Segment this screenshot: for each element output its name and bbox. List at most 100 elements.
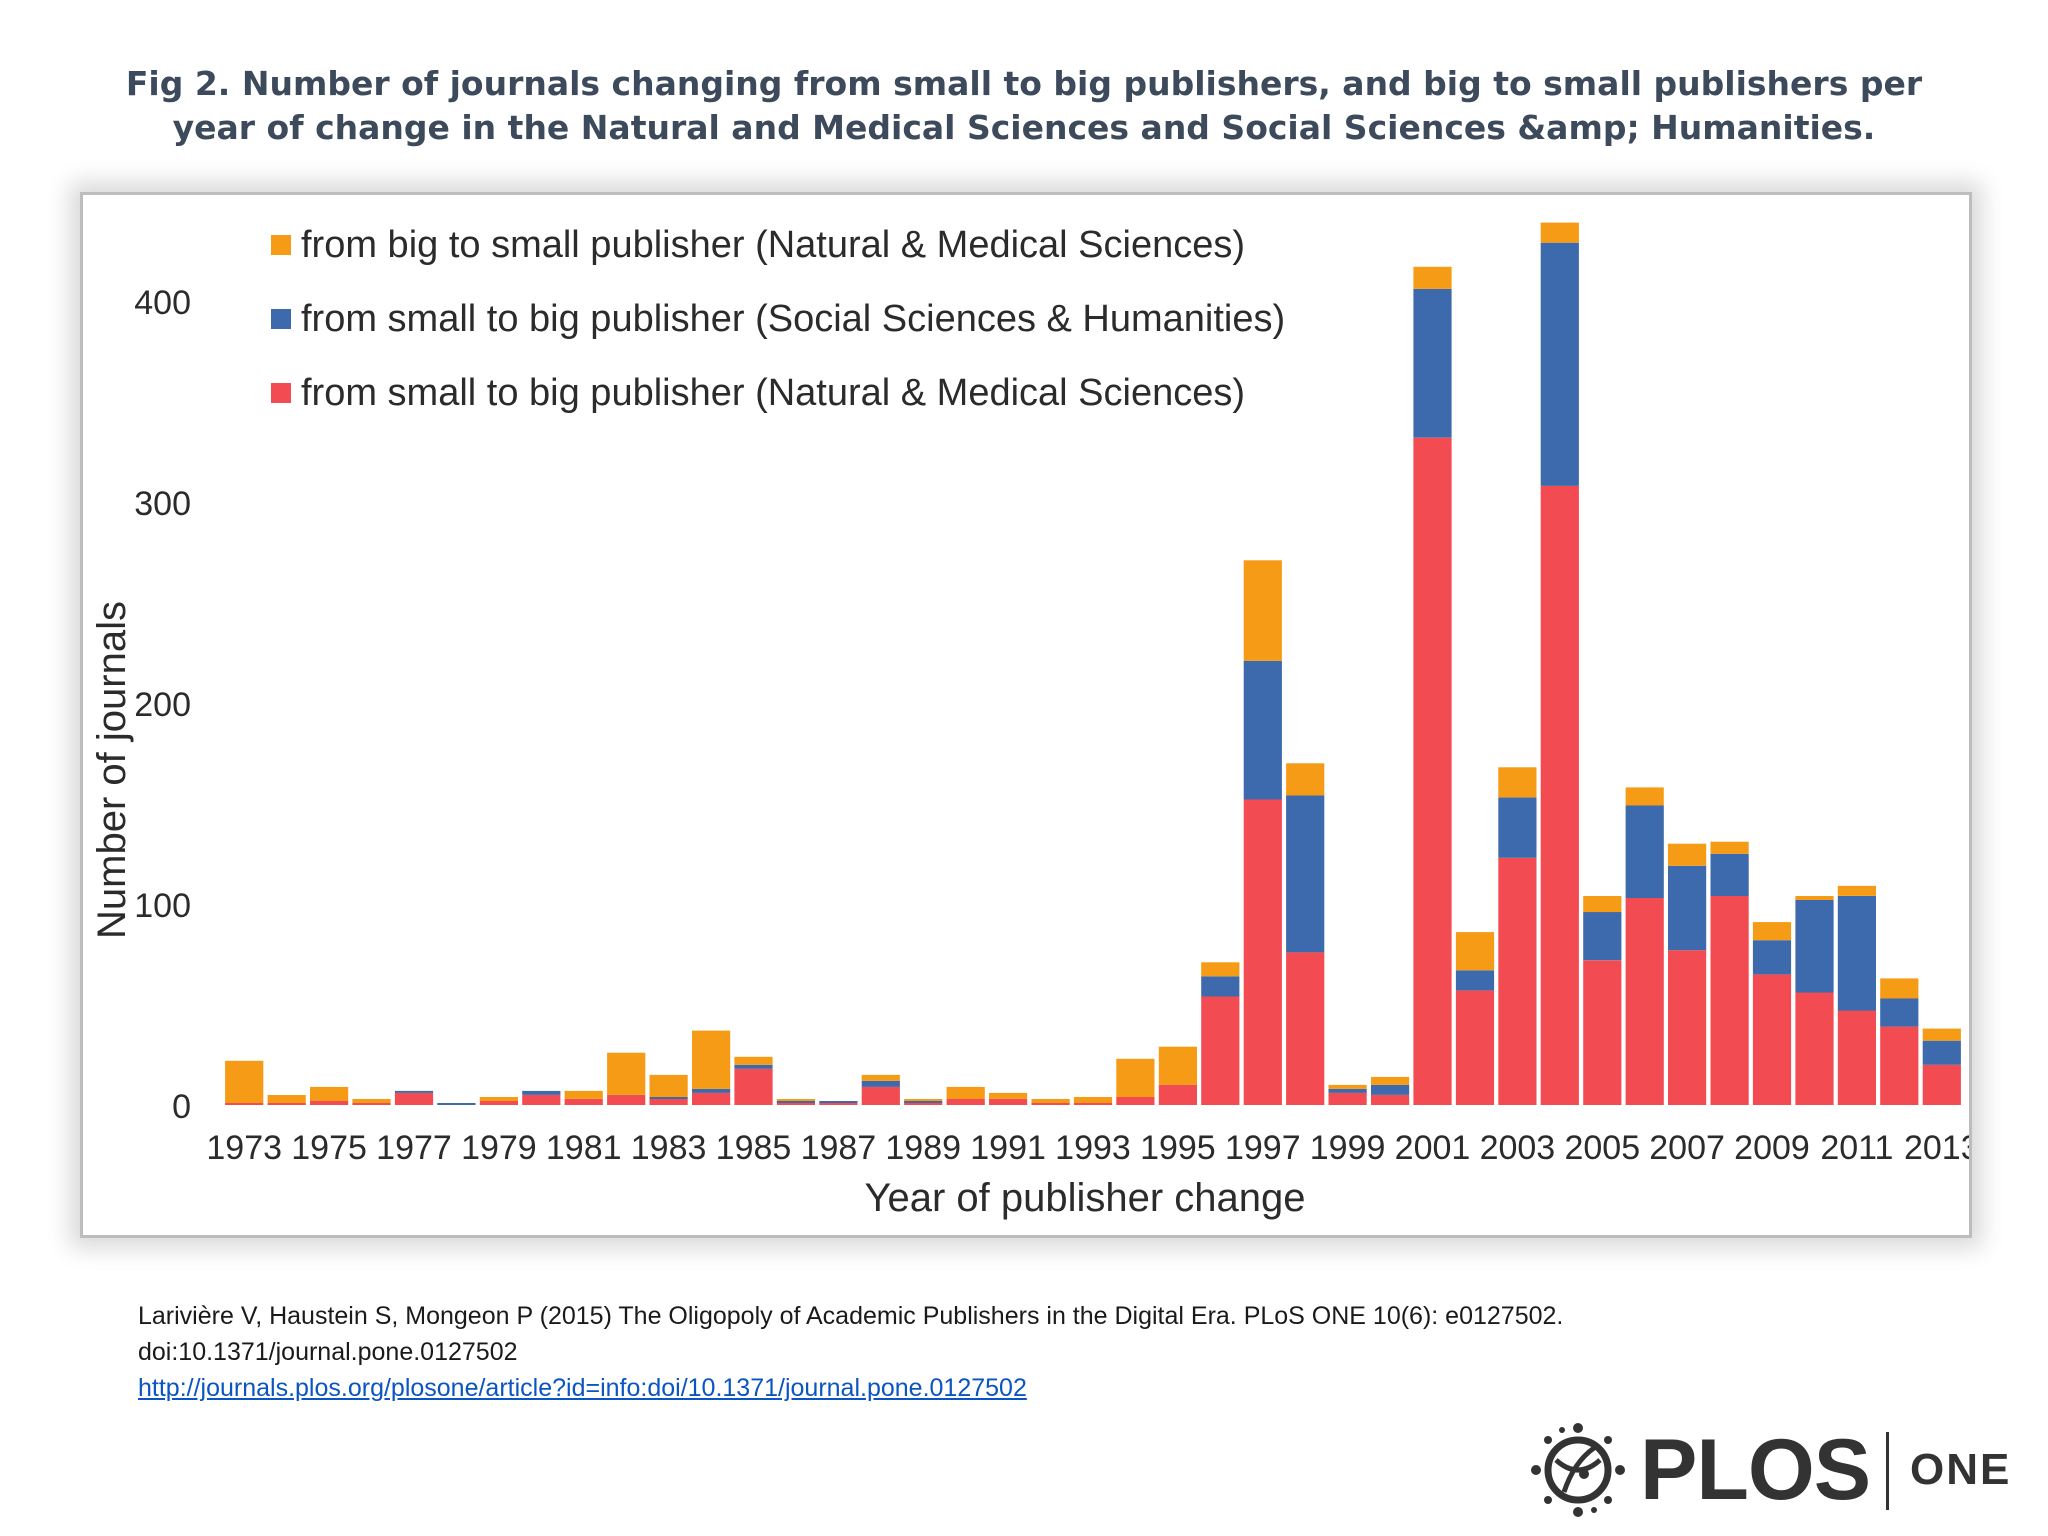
bar-1997-series-1 (1243, 799, 1282, 1105)
chart-frame: 0 100 200 300 400 1973 1975 1977 1979 1981 1983 19… (80, 192, 1972, 1238)
x-tick-1983: 1983 (631, 1129, 707, 1167)
bar-1986-series-1 (776, 1103, 815, 1105)
bar-1995-series-3 (1158, 1046, 1197, 1085)
x-tick-2003: 2003 (1480, 1129, 1556, 1167)
bar-1996-series-1 (1201, 996, 1240, 1105)
bar-1988-series-1 (861, 1086, 900, 1105)
bar-2009-series-2 (1752, 940, 1792, 975)
bar-2007-series-3 (1668, 843, 1707, 866)
bar-2001-series-3 (1413, 266, 1452, 289)
bar-2009-series-1 (1752, 974, 1792, 1105)
bar-1994-series-3 (1116, 1058, 1155, 1097)
y-tick-400: 400 (134, 284, 191, 322)
bar-2010-series-3 (1795, 896, 1834, 900)
x-tick-1977: 1977 (376, 1129, 452, 1167)
bar-1998-series-1 (1286, 952, 1325, 1105)
bar-1974-series-1 (267, 1103, 306, 1105)
bar-2006-series-2 (1625, 805, 1664, 898)
citation-text: Larivière V, Haustein S, Mongeon P (2015… (138, 1302, 1564, 1330)
bar-1982-series-1 (607, 1095, 646, 1105)
bar-2013-series-2 (1922, 1040, 1961, 1065)
legend-swatch-1 (271, 235, 291, 255)
bar-1973-series-3 (225, 1060, 264, 1103)
bar-1977-series-2 (394, 1090, 434, 1093)
bar-1981-series-1 (564, 1099, 603, 1105)
bar-2012-series-2 (1880, 998, 1919, 1027)
bar-1999-series-2 (1328, 1088, 1367, 1093)
x-tick-1989: 1989 (885, 1129, 961, 1167)
plos-one-logo: PLOS ONE (1520, 1420, 2020, 1520)
bar-1995-series-1 (1158, 1084, 1197, 1105)
bar-1980-series-2 (522, 1090, 561, 1095)
x-tick-1979: 1979 (461, 1129, 537, 1167)
y-tick-0: 0 (172, 1088, 191, 1126)
bar-1989-series-3 (904, 1099, 943, 1101)
bar-2004-series-2 (1540, 242, 1579, 486)
bar-2011-series-3 (1837, 885, 1876, 896)
bar-1992-series-3 (1031, 1099, 1070, 1103)
plos-journal-name: ONE (1910, 1445, 2012, 1494)
bar-1985-series-3 (734, 1056, 773, 1065)
x-tick-1975: 1975 (291, 1129, 367, 1167)
bar-1991-series-1 (989, 1099, 1028, 1105)
legend: from big to small publisher (Natural & M… (271, 224, 1285, 414)
x-tick-1993: 1993 (1055, 1129, 1131, 1167)
bar-1990-series-3 (946, 1086, 985, 1099)
x-tick-2005: 2005 (1564, 1129, 1640, 1167)
legend-label-3: from small to big publisher (Natural & M… (301, 372, 1245, 414)
legend-label-2: from small to big publisher (Social Scie… (301, 298, 1285, 340)
bar-1985-series-2 (734, 1064, 773, 1069)
bar-2010-series-1 (1795, 992, 1834, 1105)
bar-1986-series-2 (776, 1101, 815, 1103)
y-tick-100: 100 (134, 887, 191, 925)
bar-1980-series-1 (522, 1095, 561, 1105)
y-axis-label: Number of journals (90, 601, 134, 939)
bar-1979-series-1 (479, 1101, 518, 1105)
y-tick-200: 200 (134, 686, 191, 724)
bar-1988-series-2 (861, 1080, 900, 1087)
bar-1976-series-1 (352, 1103, 391, 1105)
bar-1984-series-3 (692, 1030, 731, 1089)
bar-2008-series-1 (1710, 896, 1749, 1105)
figure-title: Fig 2. Number of journals changing from … (125, 64, 1923, 147)
bar-1983-series-2 (649, 1097, 688, 1099)
citation-link[interactable]: http://journals.plos.org/plosone/article… (138, 1374, 1027, 1402)
bar-2008-series-2 (1710, 853, 1749, 896)
bar-2001-series-2 (1413, 288, 1452, 438)
bar-2008-series-3 (1710, 841, 1749, 854)
bar-2007-series-1 (1668, 950, 1707, 1105)
bar-2000-series-2 (1371, 1084, 1410, 1095)
bar-1996-series-2 (1201, 976, 1240, 997)
x-axis-ticks: 1973 1975 1977 1979 1981 1983 1985 1987 1989 1991… (206, 1129, 1969, 1167)
bar-1993-series-3 (1073, 1097, 1113, 1103)
bar-2012-series-1 (1880, 1026, 1919, 1105)
bar-2007-series-2 (1668, 865, 1707, 951)
bar-2004-series-1 (1540, 485, 1579, 1105)
legend-swatch-2 (271, 309, 291, 329)
x-tick-1987: 1987 (801, 1129, 877, 1167)
bar-2005-series-2 (1583, 912, 1622, 961)
bar-2009-series-3 (1752, 922, 1792, 941)
x-tick-1973: 1973 (206, 1129, 282, 1167)
x-tick-1997: 1997 (1225, 1129, 1301, 1167)
x-tick-1999: 1999 (1310, 1129, 1386, 1167)
bar-1989-series-2 (904, 1101, 943, 1103)
bar-1991-series-3 (989, 1092, 1028, 1099)
x-tick-2007: 2007 (1649, 1129, 1725, 1167)
bar-1984-series-1 (692, 1092, 731, 1105)
y-axis-ticks: 0 100 200 300 400 (134, 284, 191, 1126)
x-tick-2011: 2011 (1820, 1129, 1893, 1167)
bar-1993-series-1 (1073, 1103, 1113, 1105)
bar-2002-series-1 (1455, 990, 1495, 1105)
bar-2010-series-2 (1795, 900, 1834, 993)
citation-doi: doi:10.1371/journal.pone.0127502 (138, 1338, 518, 1366)
bar-1997-series-2 (1243, 660, 1282, 800)
bar-2000-series-1 (1371, 1095, 1410, 1105)
bar-1979-series-3 (479, 1097, 518, 1101)
bar-2006-series-1 (1625, 898, 1664, 1105)
x-tick-1991: 1991 (970, 1129, 1046, 1167)
x-tick-2001: 2001 (1395, 1129, 1471, 1167)
bar-1988-series-3 (861, 1074, 900, 1081)
bar-1996-series-3 (1201, 962, 1240, 977)
